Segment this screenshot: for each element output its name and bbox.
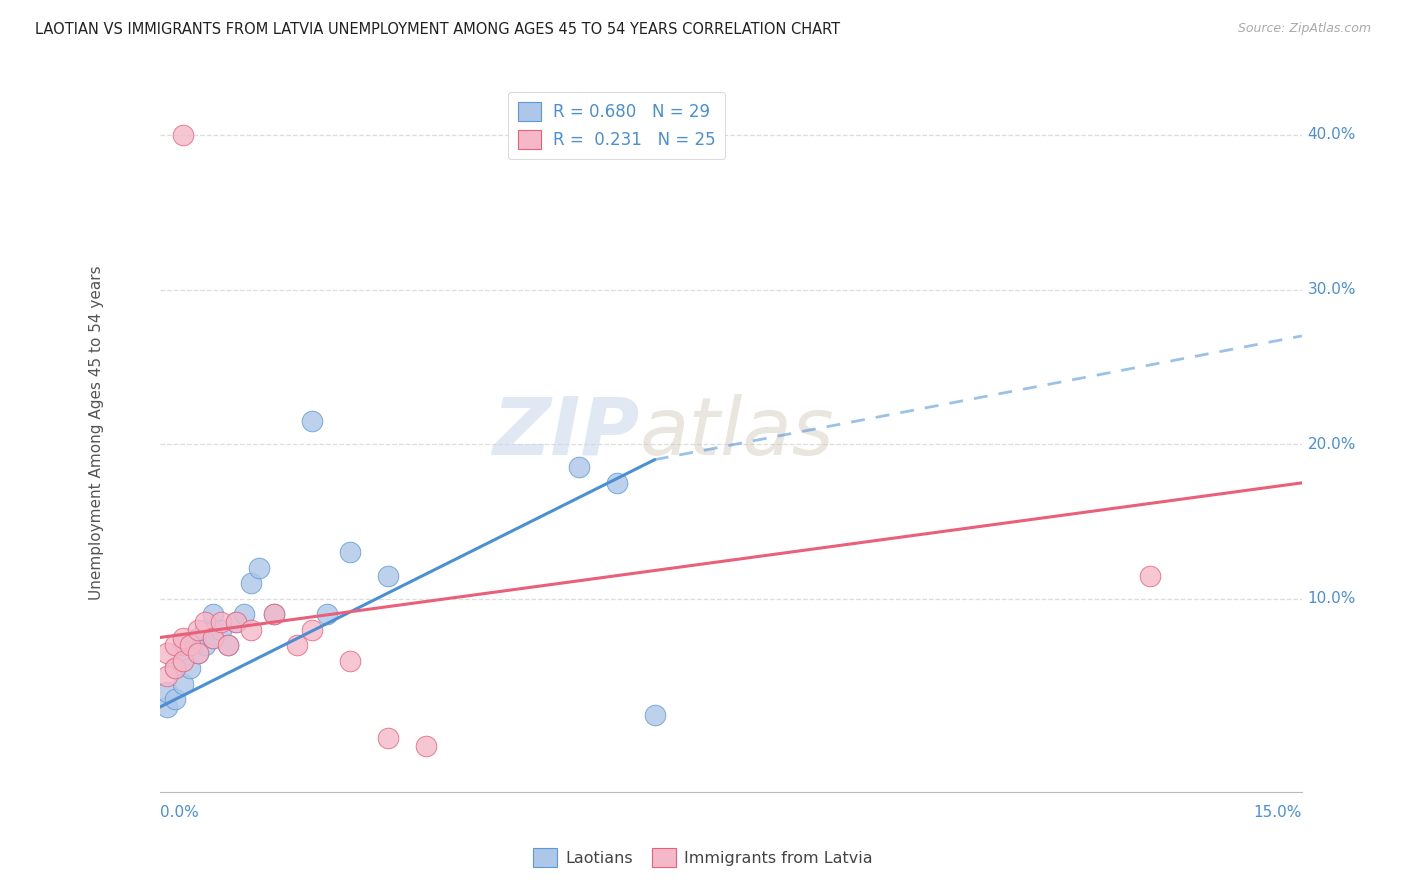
Text: ZIP: ZIP [492,393,640,472]
Point [194,638,217,652]
Point [247,561,270,575]
Point [339,654,361,668]
Point [217,638,239,652]
Point [232,607,254,622]
Point [187,631,209,645]
Point [377,568,399,582]
Point [163,661,186,675]
Point [209,623,232,637]
Point [217,638,239,652]
Point [163,661,186,675]
Point [240,623,263,637]
Point [263,607,285,622]
Text: 0.0%: 0.0% [160,805,198,820]
Point [263,607,285,622]
Point [225,615,247,629]
Point [172,128,194,142]
Point [209,615,232,629]
Point [172,677,194,691]
Point [202,607,225,622]
Point [172,638,194,652]
Point [202,631,225,645]
Point [194,615,217,629]
Point [606,475,628,490]
Point [301,623,323,637]
Text: Source: ZipAtlas.com: Source: ZipAtlas.com [1237,22,1371,36]
Text: atlas: atlas [640,393,834,472]
Point [415,739,437,753]
Text: 20.0%: 20.0% [1308,437,1355,451]
Point [316,607,339,622]
Point [187,646,209,660]
Text: 30.0%: 30.0% [1308,282,1357,297]
Point [156,700,179,714]
Text: LAOTIAN VS IMMIGRANTS FROM LATVIA UNEMPLOYMENT AMONG AGES 45 TO 54 YEARS CORRELA: LAOTIAN VS IMMIGRANTS FROM LATVIA UNEMPL… [35,22,841,37]
Point [172,631,194,645]
Point [172,654,194,668]
Point [179,638,201,652]
Legend: R = 0.680   N = 29, R =  0.231   N = 25: R = 0.680 N = 29, R = 0.231 N = 25 [508,92,725,159]
Point [301,414,323,428]
Point [567,460,589,475]
Point [172,654,194,668]
Text: 40.0%: 40.0% [1308,128,1355,143]
Point [163,692,186,706]
Legend: Laotians, Immigrants from Latvia: Laotians, Immigrants from Latvia [527,842,879,873]
Point [194,623,217,637]
Text: 15.0%: 15.0% [1254,805,1302,820]
Point [377,731,399,745]
Point [179,661,201,675]
Point [285,638,308,652]
Point [339,545,361,559]
Point [187,646,209,660]
Point [225,615,247,629]
Text: Unemployment Among Ages 45 to 54 years: Unemployment Among Ages 45 to 54 years [90,265,104,600]
Point [240,576,263,591]
Point [156,669,179,683]
Point [163,638,186,652]
Point [179,638,201,652]
Text: 10.0%: 10.0% [1308,591,1355,607]
Point [644,707,666,722]
Point [1139,568,1161,582]
Point [156,646,179,660]
Point [202,631,225,645]
Point [156,684,179,698]
Point [187,623,209,637]
